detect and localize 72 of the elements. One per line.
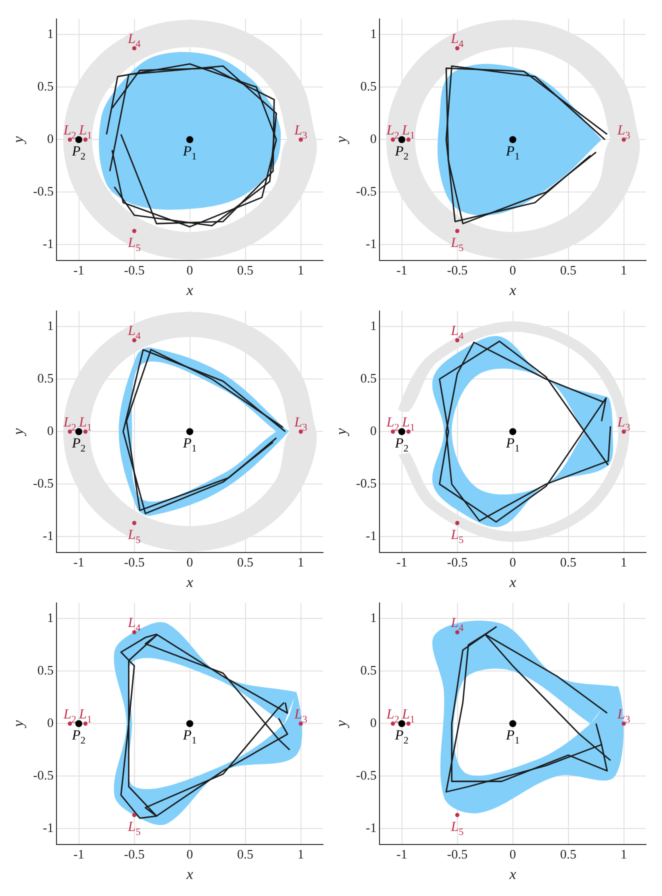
- x-axis-title: x: [185, 574, 194, 591]
- y-tick-label: 0.5: [360, 78, 377, 94]
- x-tick-label: 0: [510, 262, 516, 278]
- y-tick-label: 0: [47, 423, 54, 438]
- y-tick-label: 1: [47, 318, 54, 333]
- x-tick-label: -0.5: [124, 554, 145, 570]
- y-tick-label: -1: [366, 528, 377, 544]
- x-tick-label: -1: [73, 846, 84, 862]
- x-tick-label: 1: [620, 554, 628, 570]
- x-tick-label: 0.5: [560, 554, 576, 570]
- y-tick-label: -1: [366, 236, 377, 252]
- y-tick-label: -0.5: [356, 184, 377, 199]
- y-axis-title: y: [10, 136, 27, 145]
- x-tick-label: -1: [396, 846, 408, 862]
- y-axis-title: y: [334, 720, 350, 729]
- y-tick-label: -1: [42, 236, 54, 252]
- x-tick-label: 1: [620, 846, 628, 862]
- y-tick-label: -1: [42, 528, 54, 544]
- x-tick-label: 0: [186, 262, 194, 278]
- x-tick-label: 1: [298, 554, 304, 570]
- y-axis-title: y: [10, 720, 27, 729]
- x-axis-title: x: [508, 282, 516, 299]
- x-tick-label: 1: [298, 262, 304, 278]
- x-tick-label: 0: [510, 846, 516, 862]
- x-tick-label: 0.5: [237, 262, 254, 278]
- x-tick-label: -0.5: [124, 846, 145, 862]
- y-tick-label: 0: [47, 131, 54, 146]
- x-tick-label: -1: [396, 554, 408, 570]
- x-tick-label: 0.5: [237, 846, 254, 862]
- x-tick-label: 0.5: [560, 262, 576, 278]
- y-axis-title: y: [334, 136, 350, 145]
- x-tick-label: 0.5: [237, 554, 254, 570]
- y-tick-label: 0: [370, 423, 377, 438]
- y-tick-label: -0.5: [32, 476, 54, 491]
- x-axis-title: x: [185, 866, 194, 883]
- y-tick-label: 0: [370, 131, 377, 146]
- x-tick-label: 1: [298, 846, 304, 862]
- y-axis-title: y: [334, 428, 350, 437]
- x-tick-label: 0: [510, 554, 516, 570]
- x-tick-label: 0: [186, 846, 194, 862]
- y-tick-label: -0.5: [32, 184, 54, 199]
- y-tick-label: 0.5: [37, 370, 54, 386]
- y-tick-label: -1: [366, 820, 377, 836]
- y-tick-label: 0.5: [37, 662, 54, 678]
- x-axis-title: x: [508, 574, 516, 591]
- y-tick-label: 0.5: [37, 78, 54, 94]
- y-tick-label: 0: [370, 715, 377, 730]
- x-axis-title: x: [508, 866, 516, 883]
- x-tick-label: -0.5: [124, 262, 145, 278]
- x-tick-label: -0.5: [446, 846, 468, 862]
- x-tick-label: -0.5: [446, 262, 468, 278]
- x-tick-label: 0: [186, 554, 194, 570]
- y-tick-label: 1: [370, 610, 377, 625]
- y-tick-label: -0.5: [356, 768, 377, 783]
- y-tick-label: 0.5: [360, 370, 377, 386]
- y-tick-label: 0: [47, 715, 54, 730]
- y-axis-title: y: [10, 428, 27, 437]
- y-tick-label: -1: [42, 820, 54, 836]
- y-tick-label: 0.5: [360, 662, 377, 678]
- x-tick-label: -1: [73, 554, 84, 570]
- y-tick-label: 1: [370, 26, 377, 41]
- y-tick-label: -0.5: [356, 476, 377, 491]
- y-tick-label: 1: [47, 26, 54, 41]
- x-tick-label: 0.5: [560, 846, 576, 862]
- x-tick-label: -1: [396, 262, 408, 278]
- x-tick-label: 1: [620, 262, 628, 278]
- x-tick-label: -0.5: [446, 554, 468, 570]
- y-tick-label: -0.5: [32, 768, 54, 783]
- x-tick-label: -1: [73, 262, 84, 278]
- y-tick-label: 1: [370, 318, 377, 333]
- x-axis-title: x: [185, 282, 194, 299]
- y-tick-label: 1: [47, 610, 54, 625]
